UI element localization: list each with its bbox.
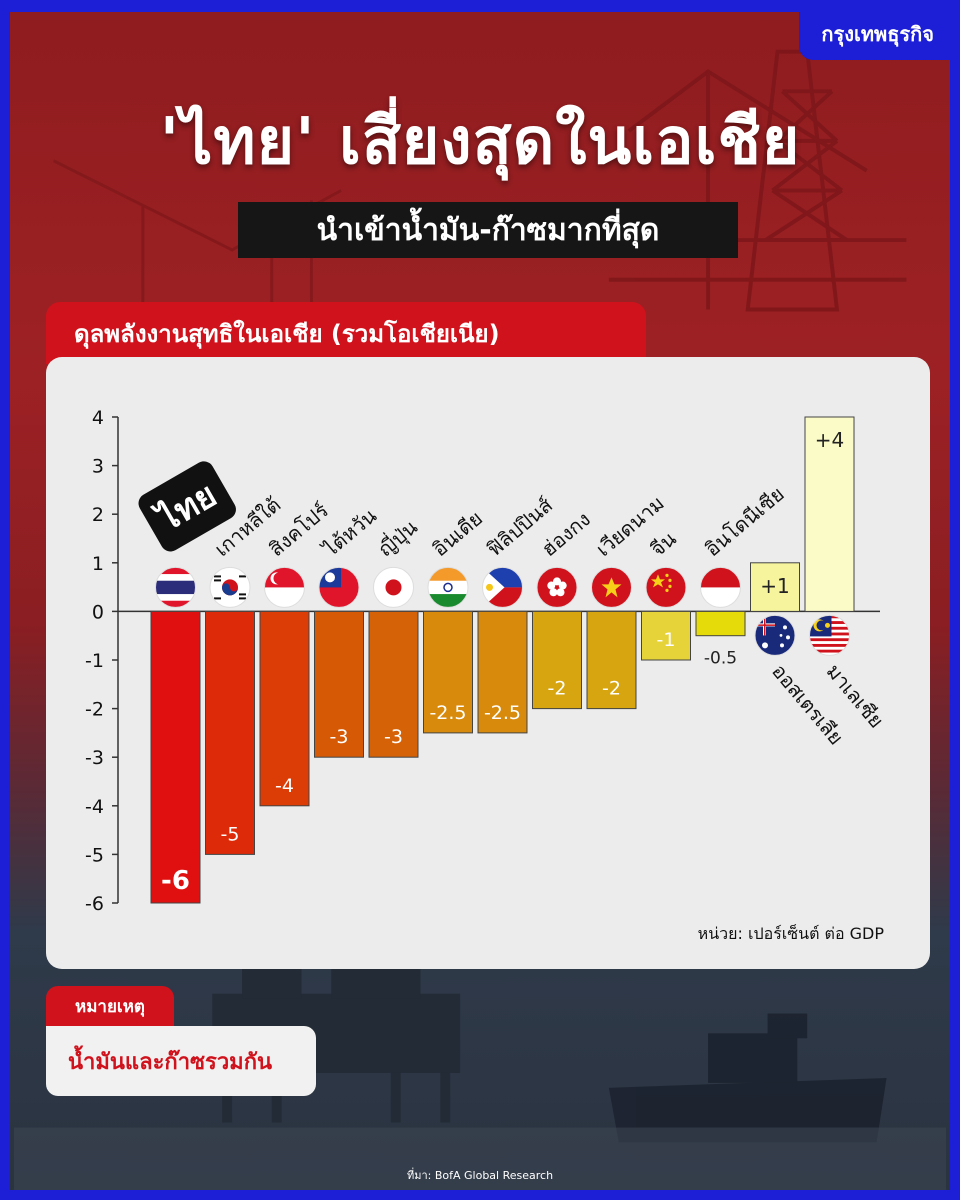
- y-tick-label: -3: [85, 747, 104, 769]
- y-tick-label: 2: [92, 504, 104, 526]
- thailand-flag-icon: [155, 566, 196, 608]
- singapore-flag-icon: [264, 566, 305, 608]
- bar-4: [368, 610, 419, 758]
- malaysia-flag-icon: [809, 614, 850, 656]
- bar-5: [423, 610, 473, 734]
- value-label: -1: [657, 629, 676, 651]
- note-label: หมายเหตุ: [46, 986, 174, 1026]
- value-label: -2: [602, 678, 621, 700]
- china-flag-icon: [645, 566, 687, 608]
- bar-9: [641, 610, 691, 661]
- value-label: -5: [221, 823, 240, 845]
- value-label: -0.5: [704, 649, 737, 669]
- bar-3: [314, 610, 364, 758]
- bar-6: [477, 610, 528, 734]
- page-subtitle: นำเข้าน้ำมัน-ก๊าซมากที่สุด: [238, 202, 738, 258]
- background-illustration: [13, 49, 947, 1190]
- value-label: -4: [275, 775, 294, 797]
- bar-2: [259, 610, 310, 807]
- unit-label: หน่วย: เปอร์เซ็นต์ ต่อ GDP: [698, 923, 885, 943]
- y-tick-label: 4: [92, 407, 104, 429]
- indonesia-flag-icon: [700, 566, 741, 608]
- value-label: -3: [384, 726, 403, 748]
- bar-0: [150, 610, 201, 904]
- bar-8: [586, 610, 637, 710]
- brand-logo: กรุงเทพธุรกิจ: [799, 12, 950, 60]
- bar-1: [205, 610, 255, 855]
- bar-7: [532, 610, 582, 710]
- bar-chart: 43210-1-2-3-4-5-6-6ไทย-5เกาหลีใต้-4สิงคโ…: [85, 407, 889, 943]
- value-label: -6: [161, 866, 190, 896]
- value-label: +1: [760, 574, 789, 598]
- category-label: จีน: [646, 526, 681, 561]
- south-korea-flag-icon: [209, 566, 251, 608]
- japan-flag-icon: [373, 566, 414, 608]
- value-label: -2: [548, 678, 567, 700]
- bar-12: [804, 416, 855, 612]
- note-text: น้ำมันและก๊าซรวมกัน: [46, 1026, 316, 1096]
- value-label: -2.5: [429, 702, 466, 724]
- category-label: อินเดีย: [428, 506, 487, 561]
- taiwan-flag-icon: [318, 566, 360, 608]
- y-tick-label: -5: [85, 844, 104, 866]
- australia-flag-icon: [754, 614, 796, 656]
- y-tick-label: 3: [92, 456, 104, 478]
- y-tick-label: -6: [85, 893, 104, 915]
- value-label: -3: [330, 726, 349, 748]
- y-tick-label: -4: [85, 796, 104, 818]
- bar-10: [695, 610, 746, 637]
- india-flag-icon: [427, 566, 469, 608]
- y-tick-label: 1: [92, 553, 104, 575]
- page-title: 'ไทย' เสี่ยงสุดในเอเชีย: [159, 105, 801, 179]
- bar-11: [750, 562, 800, 612]
- philippines-flag-icon: [482, 566, 523, 608]
- value-label: +4: [815, 428, 844, 452]
- category-label: อินโดนีเซีย: [700, 482, 788, 562]
- vietnam-flag-icon: [591, 566, 632, 608]
- hong-kong-flag-icon: [536, 566, 578, 608]
- y-tick-label: -1: [85, 650, 104, 672]
- chart-panel: 4 3 2 1 0 -1 -2 -3 -4 -5 -6 -6 ไทย -5 เกาหลีใต้ -4 สิงคโ…: [46, 357, 930, 969]
- y-tick-label: 0: [92, 601, 104, 623]
- y-tick-label: -2: [85, 699, 104, 721]
- chart-title: ดุลพลังงานสุทธิในเอเชีย (รวมโอเชียเนีย): [46, 302, 646, 364]
- value-label: -2.5: [484, 702, 521, 724]
- source-credit: ที่มา: BofA Global Research: [406, 1169, 554, 1182]
